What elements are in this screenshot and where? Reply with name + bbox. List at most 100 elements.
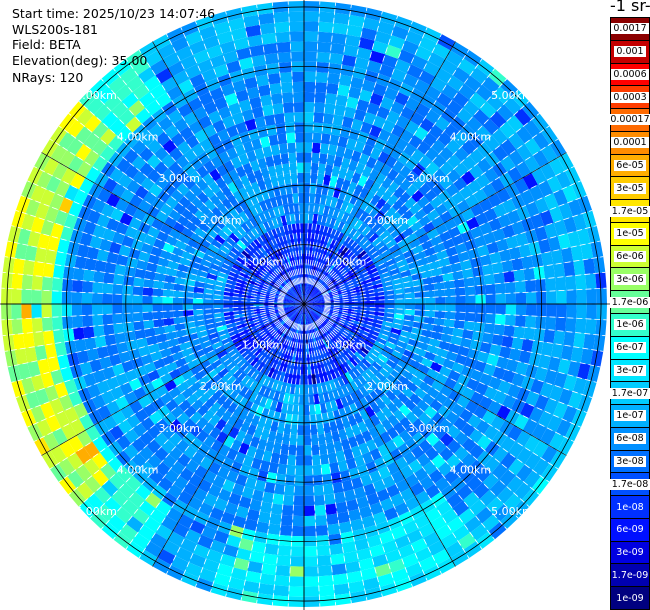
ppi-cell [119,212,134,226]
ppi-cell [1,272,13,289]
ppi-cell [545,277,557,292]
ppi-cell [337,460,349,472]
ray-separator [138,49,294,287]
ppi-cell [208,181,221,195]
ppi-cell [399,178,413,192]
ppi-cell [331,165,341,178]
ppi-cell [304,132,313,143]
ppi-cell [380,324,392,333]
ppi-cell [255,316,267,323]
ppi-cell [126,256,139,269]
ppi-cell [73,402,89,419]
ppi-cell [405,424,419,438]
ppi-cell [244,262,255,271]
ppi-cell [242,265,254,274]
ppi-cell [272,154,282,166]
range-ring-label: 2.00km [200,214,242,227]
ppi-cell [348,128,361,141]
ppi-cell [360,278,372,286]
ppi-cell [310,288,318,297]
ppi-cell [343,312,354,318]
ppi-cell [304,122,314,133]
ppi-cell [262,553,278,566]
ppi-cell [203,160,216,174]
ppi-cell [181,226,194,239]
ppi-cell [304,304,312,312]
ppi-cell [135,107,152,124]
ppi-cell [294,475,304,486]
ppi-cell [289,213,296,225]
ppi-cell [351,366,362,378]
ppi-cell [153,318,165,328]
ppi-cell [304,586,320,597]
colorbar-cell: 1e-06 [610,313,650,337]
ppi-cell [83,220,97,236]
ppi-cell [338,322,349,330]
ppi-cell [293,485,304,496]
ppi-cell [124,330,137,342]
ppi-cell [328,357,337,369]
ppi-cell [165,398,179,413]
ppi-cell [400,354,412,365]
ppi-cell [321,288,331,295]
ppi-cell [257,320,269,327]
ppi-cell [12,258,25,275]
ppi-cell [345,560,361,574]
ppi-cell [287,291,297,299]
ppi-cell [405,254,418,265]
ppi-cell [502,369,516,384]
ppi-cell [178,363,191,375]
ppi-cell [347,273,358,282]
ppi-cell [401,39,420,55]
ppi-cell [321,312,332,318]
ppi-cell [143,319,155,330]
ppi-cell [256,263,267,273]
ppi-cell [209,373,222,386]
ppi-cell [414,513,431,529]
ppi-cell [277,288,287,295]
ppi-cell [205,227,218,239]
ppi-cell [296,304,304,311]
ppi-cell [300,283,303,295]
ppi-cell [469,148,485,165]
ppi-cell [117,173,133,189]
ppi-cell [209,54,226,69]
ppi-cell [394,501,410,517]
ppi-cell [179,341,191,352]
ppi-cell [256,335,267,345]
ppi-cell [291,275,297,286]
ppi-cell [508,246,522,260]
ppi-cell [466,116,483,133]
ppi-cell [232,190,244,203]
ppi-cell [349,205,360,217]
ppi-cell [96,380,111,395]
ray-separator [324,287,607,304]
ppi-cell [11,288,22,304]
ppi-cell [381,176,394,190]
ppi-cell [456,107,473,124]
ppi-cell [354,334,366,343]
ppi-cell [380,349,392,360]
ppi-cell [189,183,203,197]
ppi-cell [128,247,141,260]
ppi-cell [524,435,541,453]
ppi-cell [124,225,138,239]
ppi-cell [322,360,330,372]
colorbar-cell: 3e-07 [610,358,650,383]
ppi-cell [292,312,299,321]
ppi-cell [215,189,227,202]
ppi-cell [213,572,231,587]
ppi-cell [307,323,311,334]
ppi-cell [278,360,286,372]
ppi-cell [392,434,405,448]
ppi-cell [377,332,389,341]
ppi-cell [434,310,446,319]
ppi-cell [353,351,365,362]
ppi-cell [426,228,439,240]
ppi-cell [162,289,174,298]
ray-separator [324,304,607,321]
ppi-cell [254,448,265,461]
ppi-cell [314,331,321,342]
ppi-cell [94,335,107,349]
ppi-cell [291,525,304,537]
